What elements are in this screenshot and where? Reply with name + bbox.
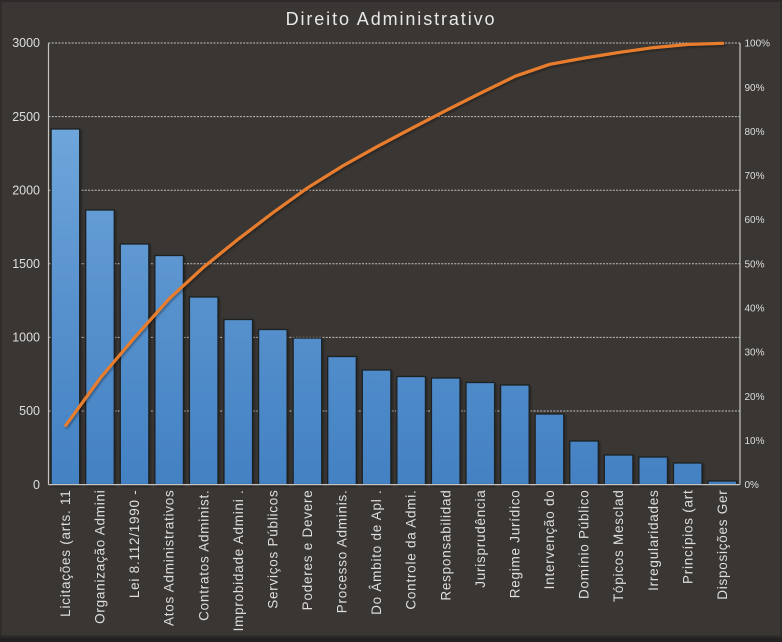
svg-text:Domínio Público: Domínio Público	[577, 490, 592, 600]
svg-text:Do Âmbito de Apl .: Do Âmbito de Apl .	[369, 490, 384, 615]
svg-text:2500: 2500	[12, 110, 40, 124]
svg-text:Contratos Administ.: Contratos Administ.	[196, 490, 211, 621]
svg-text:80%: 80%	[745, 127, 765, 138]
svg-text:1000: 1000	[12, 331, 40, 345]
svg-text:60%: 60%	[745, 215, 765, 226]
svg-text:Improbidade Admini .: Improbidade Admini .	[231, 490, 246, 632]
svg-text:Irregularidades: Irregularidades	[646, 490, 661, 591]
svg-text:20%: 20%	[745, 392, 765, 403]
svg-text:Lei 8.112/1990 -: Lei 8.112/1990 -	[127, 490, 142, 599]
svg-text:50%: 50%	[745, 259, 765, 270]
svg-text:0: 0	[33, 478, 40, 492]
svg-text:100%: 100%	[745, 39, 771, 50]
svg-text:70%: 70%	[745, 171, 765, 182]
svg-text:2000: 2000	[12, 183, 40, 197]
svg-text:Intervenção do: Intervenção do	[542, 490, 557, 590]
svg-text:Poderes e Devere: Poderes e Devere	[300, 490, 315, 611]
svg-text:90%: 90%	[745, 83, 765, 94]
svg-text:0%: 0%	[745, 480, 760, 491]
svg-text:Serviços Públicos: Serviços Públicos	[265, 490, 280, 609]
svg-text:Atos Administrativos: Atos Administrativos	[162, 490, 177, 627]
svg-text:10%: 10%	[745, 436, 765, 447]
svg-text:Tópicos Mesclad: Tópicos Mesclad	[611, 490, 626, 603]
svg-text:1500: 1500	[12, 257, 40, 271]
svg-text:40%: 40%	[745, 304, 765, 315]
svg-text:Responsabilidad: Responsabilidad	[438, 490, 453, 601]
svg-text:Princípios (art: Princípios (art	[680, 490, 695, 585]
svg-text:Controle da Admi.: Controle da Admi.	[404, 490, 419, 610]
svg-text:Direito Administrativo: Direito Administrativo	[286, 9, 497, 29]
svg-text:3000: 3000	[12, 36, 40, 50]
svg-text:Jurisprudência: Jurisprudência	[473, 490, 488, 588]
svg-text:Processo Adminis.: Processo Adminis.	[335, 490, 350, 614]
svg-text:30%: 30%	[745, 348, 765, 359]
svg-text:Licitações (arts. 11: Licitações (arts. 11	[58, 490, 73, 617]
svg-text:Regime Jurídico: Regime Jurídico	[508, 490, 523, 599]
svg-text:Disposições Ger: Disposições Ger	[715, 490, 730, 600]
svg-text:Organização Admini: Organização Admini	[93, 490, 108, 624]
svg-text:500: 500	[19, 404, 40, 418]
